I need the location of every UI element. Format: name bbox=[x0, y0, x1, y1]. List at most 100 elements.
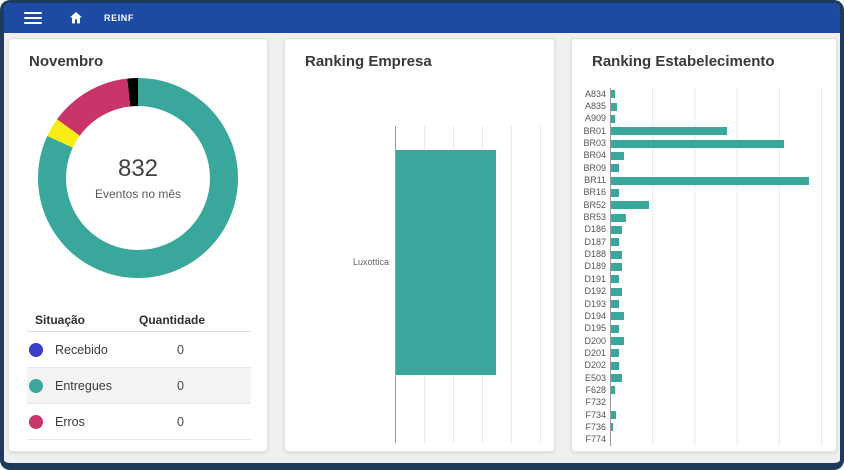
estab-bar-cell bbox=[610, 125, 822, 138]
estab-bar-cell bbox=[610, 223, 822, 237]
estab-label: F732 bbox=[585, 397, 606, 408]
card-ranking-estabelecimento-title: Ranking Estabelecimento bbox=[592, 53, 775, 70]
home-icon[interactable] bbox=[68, 10, 84, 26]
card-ranking-estabelecimento: Ranking Estabelecimento A834 A835 A909 BR01… bbox=[571, 38, 837, 452]
estab-label: D192 bbox=[584, 286, 606, 297]
estab-row-d186: D186 bbox=[580, 223, 822, 237]
donut-hole bbox=[66, 106, 210, 250]
estab-row-br52: BR52 bbox=[580, 199, 822, 212]
estab-row-d194: D194 bbox=[580, 310, 822, 323]
estab-label: D187 bbox=[584, 236, 606, 247]
estab-label: D195 bbox=[584, 323, 606, 334]
situacao-table: Situação Quantidade Recebido 0 Entregues 0 E… bbox=[27, 308, 251, 440]
estab-bar bbox=[611, 90, 616, 99]
quantidade-value: 0 bbox=[177, 342, 184, 357]
estab-row-f736: F736 bbox=[580, 421, 822, 434]
estab-bar-cell bbox=[610, 384, 822, 397]
situacao-row-erros[interactable]: Erros 0 bbox=[27, 404, 251, 440]
estab-bar bbox=[611, 213, 626, 222]
donut-total-value: 832 bbox=[117, 155, 159, 182]
estab-bar bbox=[611, 262, 622, 271]
home-icon-glyph bbox=[70, 12, 82, 24]
estab-label: BR04 bbox=[583, 150, 606, 161]
estab-bar bbox=[611, 312, 624, 321]
top-navbar: REINF bbox=[4, 3, 840, 33]
estab-label: F774 bbox=[585, 434, 606, 445]
estab-bar-cell bbox=[610, 137, 822, 150]
estab-bar-cell bbox=[610, 260, 822, 274]
estab-bar bbox=[611, 114, 616, 123]
estab-bar-cell bbox=[610, 248, 822, 261]
estab-bar-cell bbox=[610, 112, 822, 126]
estab-label: D202 bbox=[584, 360, 606, 371]
estab-row-a834: A834 bbox=[580, 88, 822, 101]
estab-bar bbox=[611, 127, 728, 136]
estab-label: BR03 bbox=[583, 138, 606, 149]
estab-row-f774: F774 bbox=[580, 433, 822, 446]
estab-bar bbox=[611, 411, 617, 420]
card-ranking-empresa-title: Ranking Empresa bbox=[305, 53, 432, 70]
status-dot-icon bbox=[29, 414, 43, 429]
estab-bar-cell bbox=[610, 408, 822, 422]
estab-bar bbox=[611, 361, 620, 370]
estab-bar bbox=[611, 386, 616, 395]
estab-bar bbox=[611, 423, 614, 432]
estab-bar bbox=[611, 164, 620, 173]
estab-bar-cell bbox=[610, 371, 822, 385]
estab-bar bbox=[611, 188, 620, 197]
estab-row-br11: BR11 bbox=[580, 174, 822, 187]
estab-row-d188: D188 bbox=[580, 248, 822, 261]
header-situacao: Situação bbox=[35, 312, 86, 327]
estab-bar-cell bbox=[610, 174, 822, 187]
hamburger-menu-icon[interactable] bbox=[24, 12, 42, 24]
estab-bar bbox=[611, 225, 622, 234]
estab-row-br04: BR04 bbox=[580, 149, 822, 163]
estab-label: BR11 bbox=[584, 175, 606, 186]
situacao-label: Erros bbox=[55, 414, 85, 429]
estab-row-d201: D201 bbox=[580, 347, 822, 360]
estab-label: BR01 bbox=[583, 125, 606, 136]
estab-bar bbox=[611, 102, 618, 111]
card-novembro: Novembro 832 Eventos no mês Situação Qua… bbox=[8, 38, 268, 452]
estab-row-br03: BR03 bbox=[580, 137, 822, 150]
card-novembro-title: Novembro bbox=[29, 53, 104, 70]
status-dot-icon bbox=[29, 342, 43, 357]
estab-bar-cell bbox=[610, 285, 822, 298]
estab-label: A835 bbox=[584, 101, 606, 112]
card-ranking-empresa: Ranking Empresa Luxottica bbox=[284, 38, 555, 452]
app-title: REINF bbox=[104, 13, 134, 23]
estab-bar-cell bbox=[610, 199, 822, 212]
estab-row-d193: D193 bbox=[580, 297, 822, 311]
estab-bar-cell bbox=[610, 433, 822, 446]
estab-row-f734: F734 bbox=[580, 408, 822, 422]
estab-bar bbox=[611, 300, 620, 309]
estab-row-br53: BR53 bbox=[580, 211, 822, 224]
estab-bar-cell bbox=[610, 273, 822, 286]
estab-label: BR53 bbox=[583, 212, 606, 223]
estab-row-d189: D189 bbox=[580, 260, 822, 274]
situacao-table-body: Recebido 0 Entregues 0 Erros 0 bbox=[27, 332, 251, 440]
estab-bar-cell bbox=[610, 421, 822, 434]
situacao-label: Recebido bbox=[55, 342, 108, 357]
situacao-row-recebido[interactable]: Recebido 0 bbox=[27, 332, 251, 368]
quantidade-value: 0 bbox=[177, 414, 184, 429]
donut-total-label: Eventos no mês bbox=[94, 187, 182, 201]
estab-bar bbox=[611, 349, 620, 358]
estab-label: BR09 bbox=[583, 162, 606, 173]
estab-row-d195: D195 bbox=[580, 322, 822, 335]
estab-bar-cell bbox=[610, 149, 822, 163]
estab-row-f732: F732 bbox=[580, 396, 822, 409]
estab-row-d202: D202 bbox=[580, 359, 822, 372]
estab-row-d187: D187 bbox=[580, 236, 822, 249]
estab-row-br16: BR16 bbox=[580, 186, 822, 200]
estab-bar bbox=[611, 324, 620, 333]
estab-bar bbox=[611, 176, 810, 185]
situacao-row-entregues[interactable]: Entregues 0 bbox=[27, 368, 251, 404]
estab-label: D186 bbox=[584, 224, 606, 235]
estab-label: A909 bbox=[584, 113, 606, 124]
estab-bar-cell bbox=[610, 297, 822, 311]
estab-row-a909: A909 bbox=[580, 112, 822, 126]
estab-label: D194 bbox=[584, 310, 606, 321]
empresa-bar-label: Luxottica bbox=[352, 257, 389, 267]
